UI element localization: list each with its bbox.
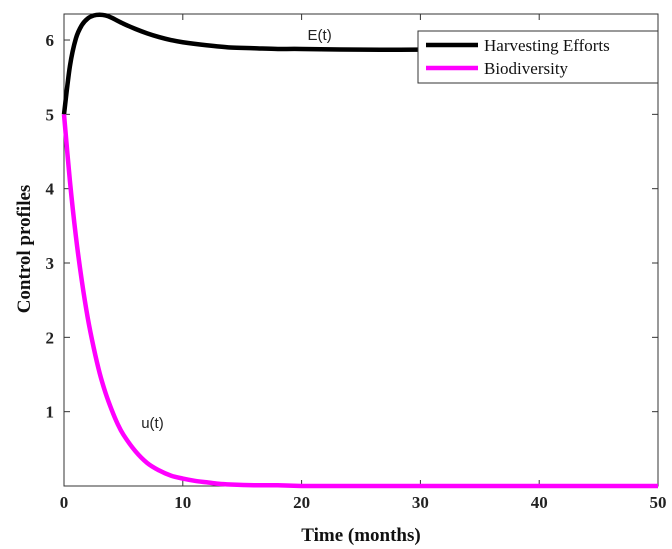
- x-tick-label: 50: [650, 493, 667, 512]
- biodiversity-line: [61, 114, 658, 489]
- curve-annotation: u(t): [141, 415, 164, 432]
- y-tick-label: 6: [46, 31, 55, 50]
- harvesting-efforts-line: [61, 12, 658, 115]
- legend-label: Biodiversity: [484, 59, 569, 78]
- x-axis-title: Time (months): [301, 525, 420, 546]
- y-axis-title: Control profiles: [14, 185, 35, 314]
- legend-box: [417, 30, 659, 84]
- x-axis-ticks: 0 10 20 30 40 50: [60, 14, 667, 512]
- x-tick-label: 20: [293, 493, 310, 512]
- y-tick-label: 1: [46, 403, 55, 422]
- y-tick-label: 2: [46, 328, 55, 347]
- y-tick-label: 5: [46, 105, 55, 124]
- y-tick-label: 3: [46, 254, 55, 273]
- x-tick-label: 10: [174, 493, 191, 512]
- annotation-layer: E(t) u(t): [141, 27, 331, 432]
- legend-label: Harvesting Efforts: [484, 36, 610, 55]
- y-tick-label: 4: [46, 180, 55, 199]
- x-tick-label: 30: [412, 493, 429, 512]
- x-tick-label: 40: [531, 493, 548, 512]
- x-tick-label: 0: [60, 493, 69, 512]
- legend: Harvesting Efforts Biodiversity: [417, 30, 659, 84]
- plot-area: [63, 13, 659, 487]
- series-layer: [61, 12, 658, 489]
- curve-annotation: E(t): [308, 27, 332, 44]
